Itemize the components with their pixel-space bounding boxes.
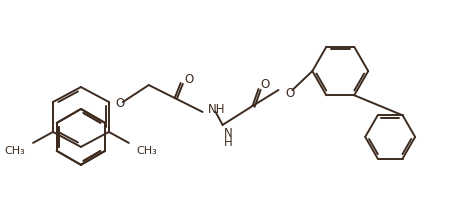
Text: O: O bbox=[184, 72, 193, 85]
Text: H: H bbox=[223, 136, 232, 149]
Text: CH₃: CH₃ bbox=[136, 145, 157, 155]
Text: NH: NH bbox=[207, 103, 225, 116]
Text: N: N bbox=[223, 127, 232, 140]
Text: O: O bbox=[116, 96, 125, 109]
Text: CH₃: CH₃ bbox=[4, 145, 25, 155]
Text: O: O bbox=[285, 86, 294, 99]
Text: O: O bbox=[260, 77, 269, 90]
